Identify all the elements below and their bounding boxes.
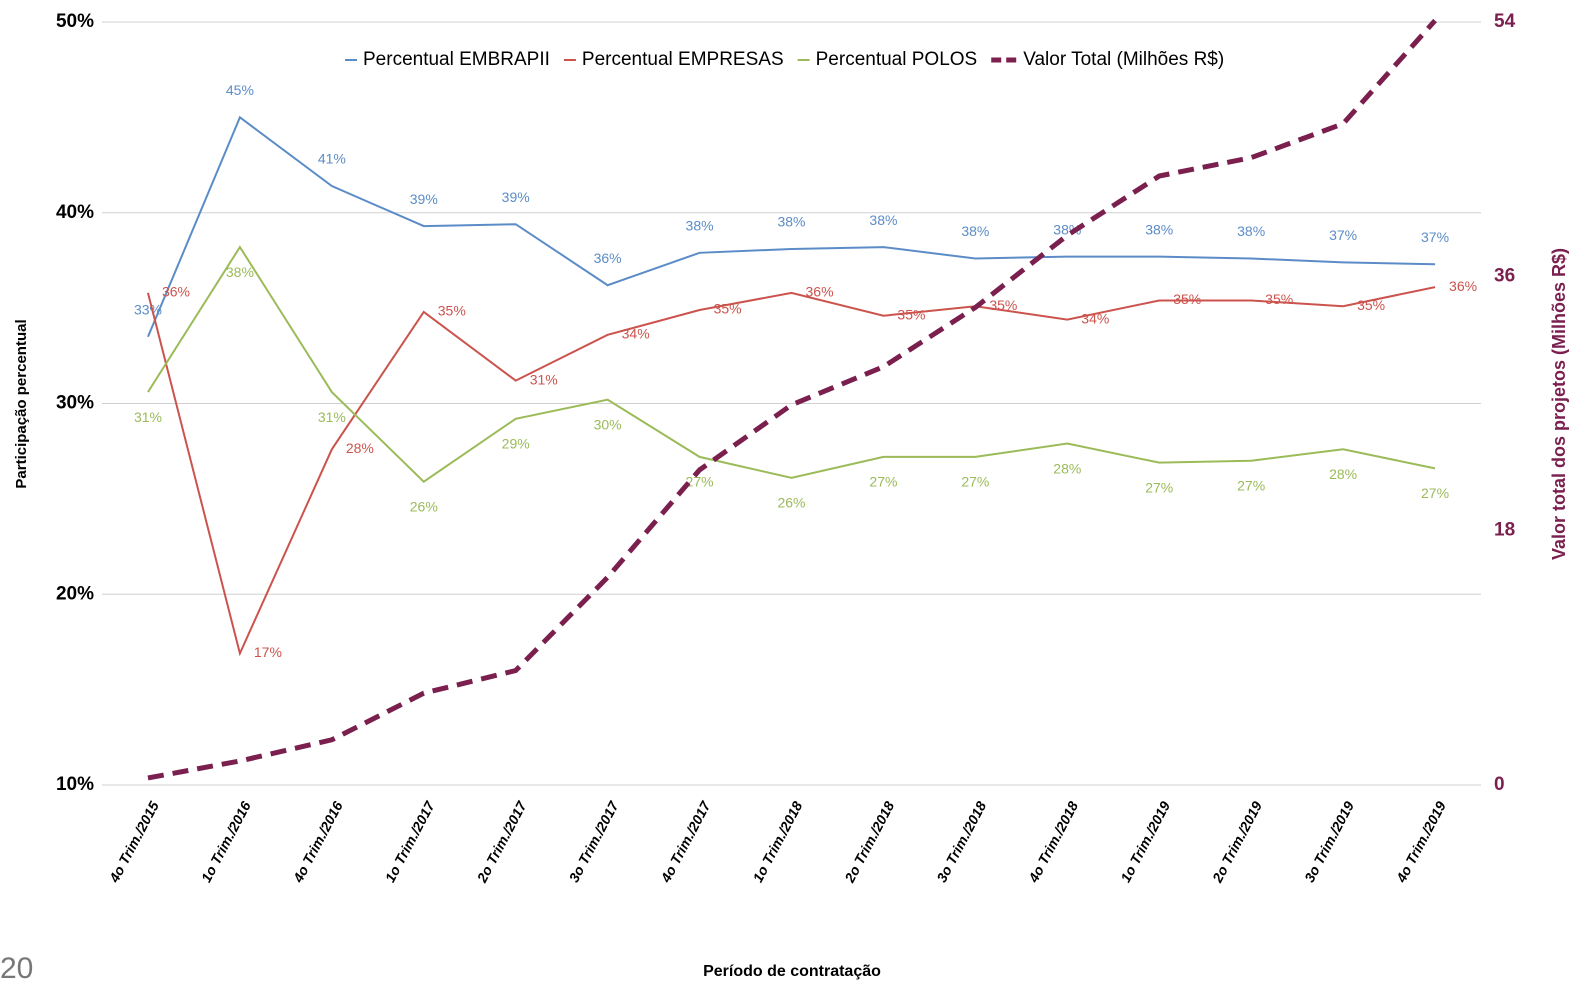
data-label: 41%: [318, 151, 346, 167]
x-tick-label: 4o Trim./2017: [657, 798, 714, 886]
data-label: 27%: [1421, 485, 1449, 501]
y-tick-label: 50%: [56, 11, 94, 32]
data-label: 27%: [1145, 479, 1173, 495]
data-label: 38%: [869, 212, 897, 228]
x-tick-label: 4o Trim./2016: [289, 798, 346, 885]
data-label: 27%: [869, 474, 897, 490]
y2-tick-label: 54: [1494, 11, 1516, 32]
x-tick-label: 4o Trim./2015: [105, 798, 162, 885]
data-label: 28%: [346, 440, 374, 456]
legend-label: Percentual POLOS: [816, 49, 978, 70]
data-label: 27%: [686, 474, 714, 490]
data-label: 35%: [714, 301, 742, 317]
y-tick-label: 20%: [56, 583, 94, 604]
data-label: 39%: [502, 189, 530, 205]
data-label: 36%: [1449, 278, 1477, 294]
data-label: 26%: [410, 498, 438, 514]
y-axis-title: Participação percentual: [13, 319, 30, 488]
data-label: 30%: [594, 416, 622, 432]
data-label: 36%: [594, 250, 622, 266]
data-label: 36%: [162, 284, 190, 300]
data-label: 34%: [1081, 310, 1109, 326]
data-label: 37%: [1329, 227, 1357, 243]
y-tick-label: 30%: [56, 393, 94, 414]
data-label: 31%: [134, 409, 162, 425]
data-label: 35%: [438, 303, 466, 319]
data-label: 38%: [226, 264, 254, 280]
x-tick-label: 4o Trim./2019: [1392, 798, 1449, 885]
data-label: 38%: [686, 218, 714, 234]
legend-label: Percentual EMBRAPII: [363, 49, 550, 70]
data-label: 27%: [1237, 477, 1265, 493]
y2-tick-label: 0: [1494, 774, 1505, 795]
data-label: 26%: [777, 495, 805, 511]
line-series: [147, 115, 1436, 338]
x-tick-label: 1o Trim./2019: [1117, 798, 1173, 884]
data-label: 38%: [777, 214, 805, 230]
data-label: 38%: [1237, 223, 1265, 239]
x-tick-label: 4o Trim./2018: [1025, 798, 1082, 885]
y2-tick-label: 18: [1494, 520, 1515, 541]
data-label: 36%: [806, 284, 834, 300]
data-label: 35%: [1173, 291, 1201, 307]
data-label: 28%: [1053, 460, 1081, 476]
data-label: 27%: [961, 474, 989, 490]
data-label: 38%: [961, 223, 989, 239]
data-label: 35%: [897, 306, 925, 322]
data-label: 35%: [989, 297, 1017, 313]
data-label: 35%: [1357, 297, 1385, 313]
data-label: 29%: [502, 435, 530, 451]
data-label: 33%: [134, 301, 162, 317]
data-label: 45%: [226, 82, 254, 98]
x-tick-label: 2o Trim./2017: [473, 798, 530, 886]
data-label: 31%: [530, 371, 558, 387]
data-label: 17%: [254, 644, 282, 660]
x-tick-label: 1o Trim./2018: [749, 798, 805, 884]
data-label: 37%: [1421, 229, 1449, 245]
x-tick-label: 2o Trim./2019: [1209, 798, 1266, 885]
line-series: [147, 245, 1436, 483]
y-tick-label: 40%: [56, 202, 94, 223]
legend-label: Percentual EMPRESAS: [582, 49, 784, 70]
y2-tick-label: 36: [1494, 265, 1515, 286]
x-tick-label: 3o Trim./2019: [1301, 798, 1357, 884]
y-tick-label: 10%: [56, 774, 94, 795]
x-tick-label: 1o Trim./2016: [198, 798, 254, 884]
y2-axis-title: Valor total dos projetos (Milhões R$): [1549, 248, 1569, 560]
data-label: 31%: [318, 409, 346, 425]
line-series: [147, 18, 1437, 781]
data-label: 38%: [1145, 221, 1173, 237]
x-tick-label: 2o Trim./2018: [841, 798, 898, 885]
data-label: 35%: [1265, 291, 1293, 307]
x-tick-label: 3o Trim./2018: [933, 798, 989, 884]
legend-label: Valor Total (Milhões R$): [1023, 49, 1224, 70]
data-label: 28%: [1329, 466, 1357, 482]
line-series: [146, 286, 1436, 657]
page-number: 20: [0, 952, 33, 985]
data-label: 34%: [622, 326, 650, 342]
data-label: 39%: [410, 191, 438, 207]
x-tick-label: 3o Trim./2017: [566, 798, 623, 885]
x-tick-label: 1o Trim./2017: [382, 798, 439, 885]
x-axis-title: Período de contratação: [703, 963, 881, 980]
